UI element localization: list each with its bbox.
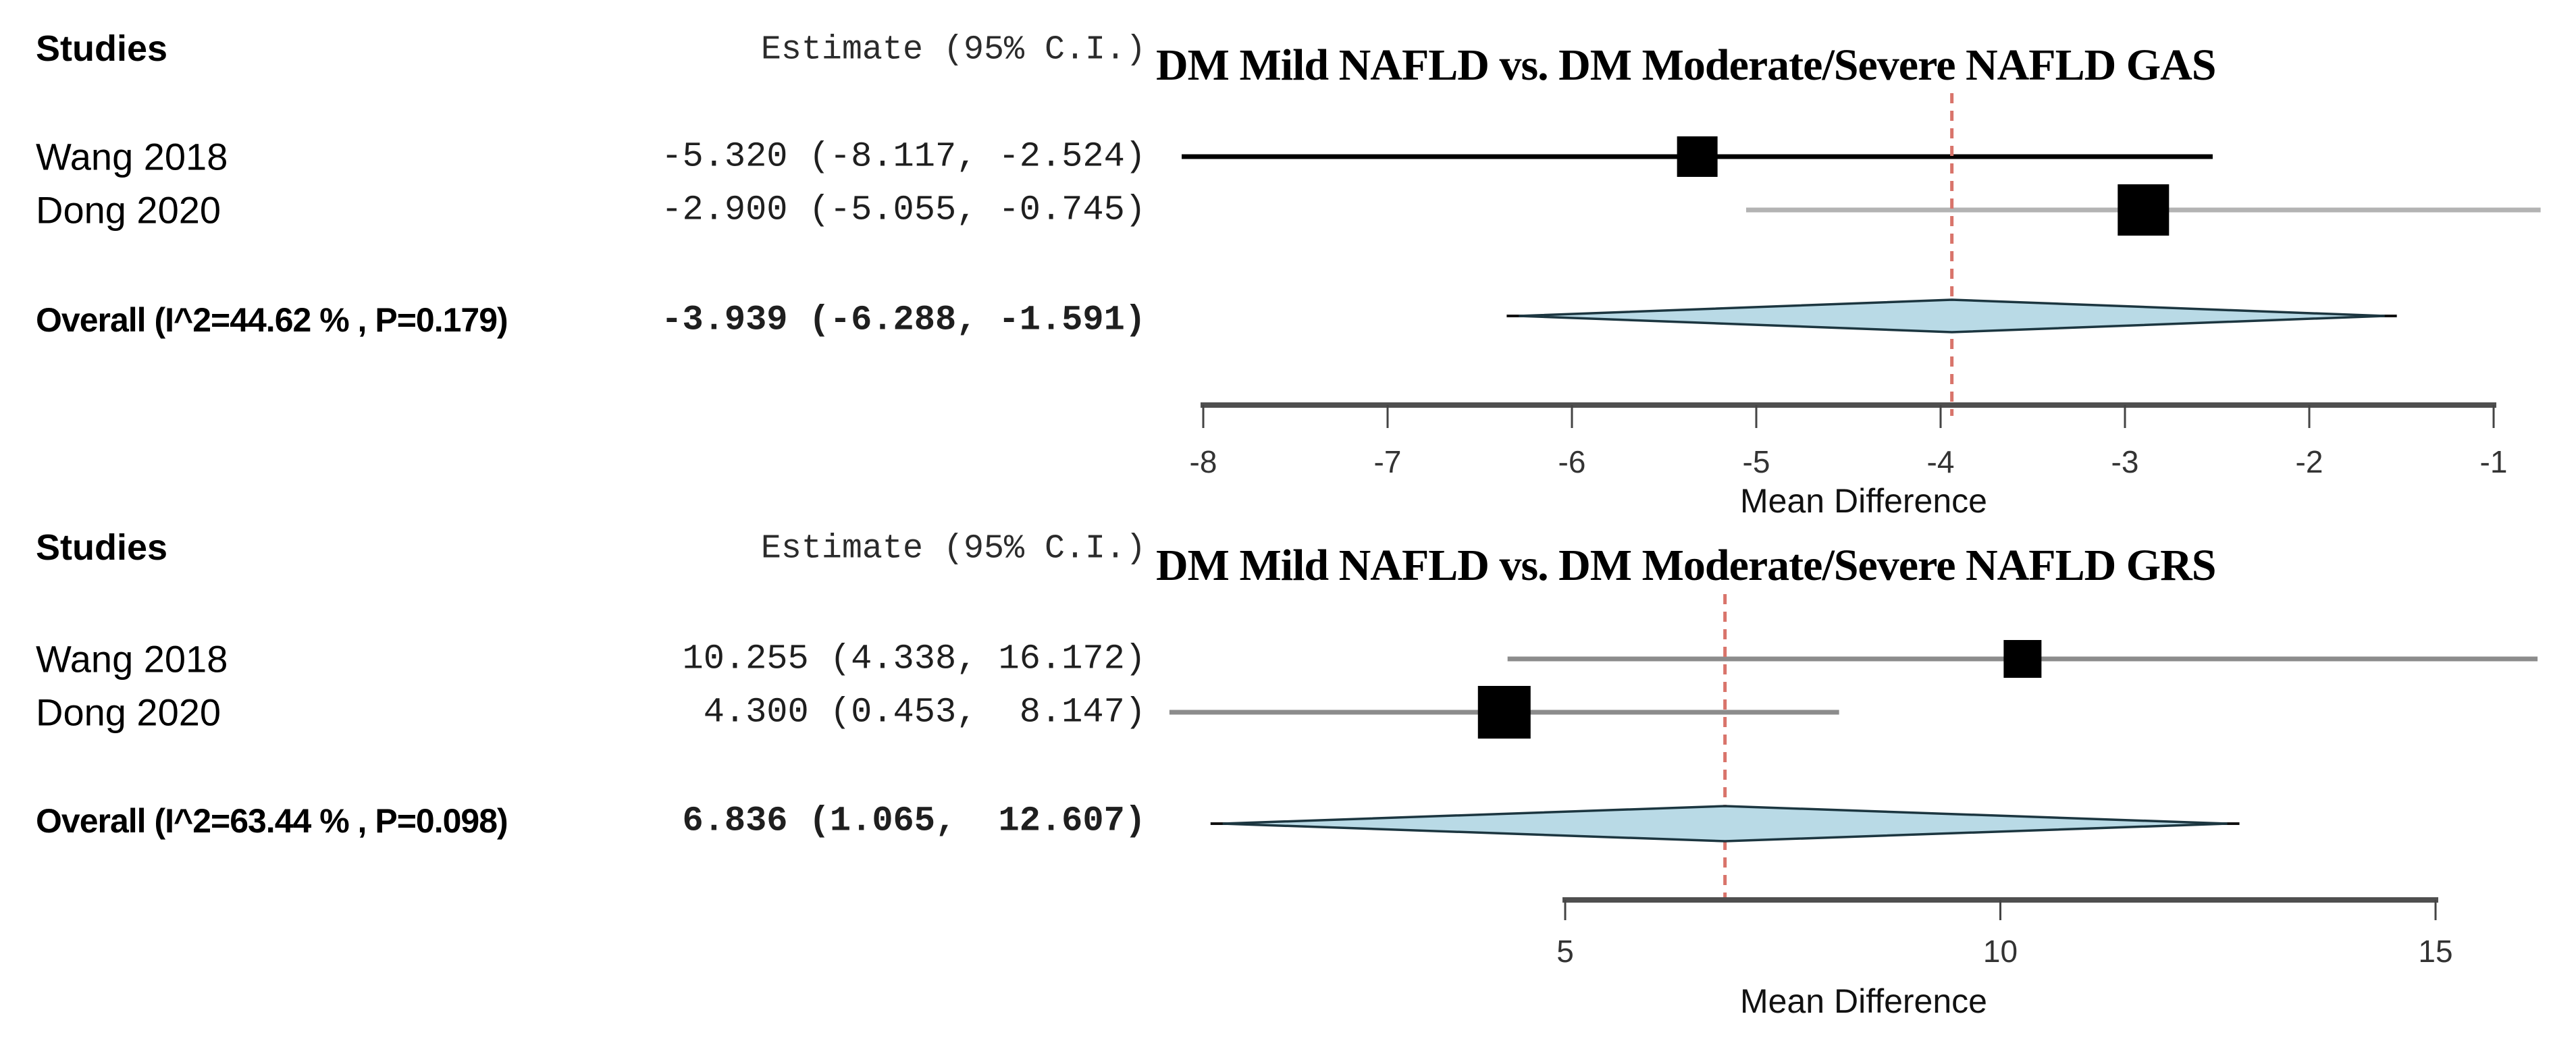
study-square-marker (2118, 184, 2170, 236)
study-estimate: 10.255 (4.338, 16.172) (682, 639, 1146, 679)
study-estimate: -5.320 (-8.117, -2.524) (661, 136, 1146, 177)
study-square-marker (1477, 686, 1531, 739)
panel-title-grs: DM Mild NAFLD vs. DM Moderate/Severe NAF… (1156, 541, 2217, 590)
x-axis-tick-label: -1 (2480, 444, 2508, 479)
study-estimate: 4.300 (0.453, 8.147) (703, 692, 1146, 732)
study-label: Wang 2018 (36, 637, 228, 681)
overall-estimate-gas: -3.939 (-6.288, -1.591) (661, 300, 1146, 340)
x-axis-tick-label: -3 (2111, 444, 2139, 479)
x-axis-tick-label: -7 (1374, 444, 1402, 479)
x-axis-tick-label: -4 (1927, 444, 1955, 479)
x-axis-tick-label: 15 (2418, 934, 2452, 969)
study-label: Wang 2018 (36, 135, 228, 178)
x-axis-tick-label: -2 (2296, 444, 2323, 479)
overall-estimate-grs: 6.836 (1.065, 12.607) (682, 801, 1146, 841)
estimate-column-header-grs: Estimate (95% C.I.) (760, 529, 1146, 568)
x-axis-tick-label: 10 (1983, 934, 2018, 969)
x-axis-tick-label: 5 (1556, 934, 1574, 969)
study-label: Dong 2020 (36, 691, 221, 734)
panel-title-gas: DM Mild NAFLD vs. DM Moderate/Severe NAF… (1156, 41, 2217, 90)
studies-column-header-gas: Studies (36, 28, 168, 69)
x-axis-label-grs: Mean Difference (1740, 982, 1987, 1020)
estimate-column-header-gas: Estimate (95% C.I.) (760, 30, 1146, 70)
x-axis-tick-label: -6 (1558, 444, 1586, 479)
x-axis-tick-label: -8 (1190, 444, 1217, 479)
studies-column-header-grs: Studies (36, 527, 168, 568)
study-square-marker (2003, 640, 2042, 678)
study-square-marker (1677, 136, 1718, 177)
study-label: Dong 2020 (36, 188, 221, 232)
x-axis-label-gas: Mean Difference (1740, 482, 1987, 520)
overall-diamond (1519, 298, 2385, 334)
study-estimate: -2.900 (-5.055, -0.745) (661, 190, 1146, 230)
overall-label-gas: Overall (I^2=44.62 % , P=0.179) (36, 301, 508, 339)
overall-label-grs: Overall (I^2=63.44 % , P=0.098) (36, 802, 508, 840)
x-axis-tick-label: -5 (1743, 444, 1770, 479)
overall-diamond (1222, 805, 2228, 843)
